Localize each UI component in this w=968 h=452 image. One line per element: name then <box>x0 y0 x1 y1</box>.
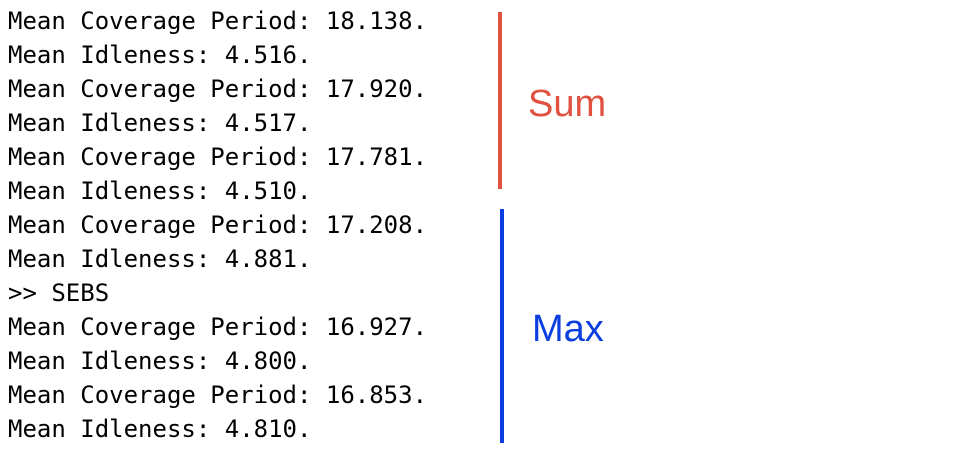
console-line-mean-coverage-3: Mean Coverage Period: 17.781. <box>8 143 428 171</box>
console-line-mean-idleness-5: Mean Idleness: 4.800. <box>8 347 312 375</box>
console-line-mean-idleness-6: Mean Idleness: 4.810. <box>8 415 312 443</box>
sum-group-bracket <box>498 12 502 189</box>
max-group-bracket <box>500 209 504 443</box>
console-line-mean-coverage-5: Mean Coverage Period: 16.927. <box>8 313 428 341</box>
max-group-label: Max <box>532 308 604 350</box>
console-line-mean-coverage-6: Mean Coverage Period: 16.853. <box>8 381 428 409</box>
console-line-mean-idleness-1: Mean Idleness: 4.516. <box>8 41 312 69</box>
console-line-mean-coverage-4: Mean Coverage Period: 17.208. <box>8 211 428 239</box>
console-line-mean-coverage-2: Mean Coverage Period: 17.920. <box>8 75 428 103</box>
console-output: Mean Coverage Period: 18.138. Mean Idlen… <box>8 4 427 446</box>
console-prompt-sebs: >> SEBS <box>8 279 110 307</box>
console-line-mean-idleness-4: Mean Idleness: 4.881. <box>8 245 312 273</box>
sum-group-label: Sum <box>528 83 607 125</box>
console-line-mean-coverage-1: Mean Coverage Period: 18.138. <box>8 7 428 35</box>
console-line-mean-idleness-3: Mean Idleness: 4.510. <box>8 177 312 205</box>
console-line-mean-idleness-2: Mean Idleness: 4.517. <box>8 109 312 137</box>
